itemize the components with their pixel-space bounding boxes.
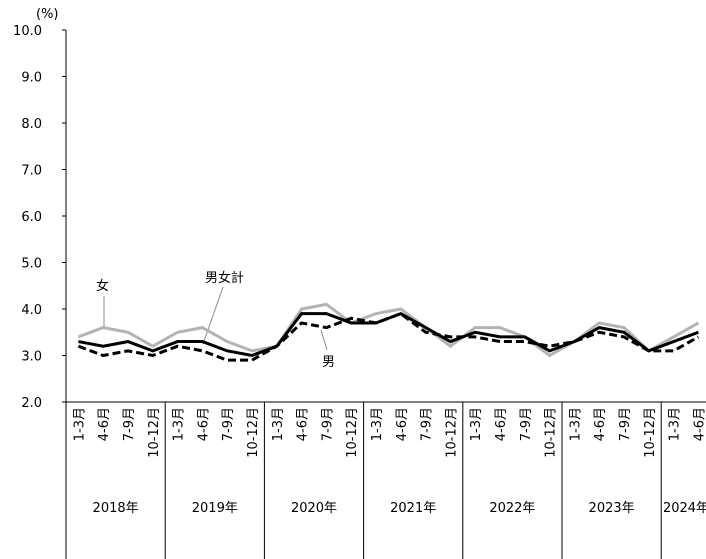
- x-tick-label: 7-9月: [618, 407, 633, 441]
- series-line: [77, 302, 700, 358]
- x-tick-label: 1-3月: [172, 407, 187, 441]
- x-tick-label: 7-9月: [519, 407, 534, 441]
- annotation: 女: [96, 278, 109, 294]
- y-tick-label: 6.0: [21, 210, 42, 225]
- x-tick-label: 1-3月: [271, 407, 286, 441]
- y-tick-label: 7.0: [21, 164, 42, 179]
- year-label: 2020年: [291, 501, 337, 516]
- x-tick-label: 4-6月: [196, 407, 211, 441]
- x-tick-label: 1-3月: [72, 407, 87, 441]
- x-tick-label: 7-9月: [122, 407, 137, 441]
- year-label: 2024年: [663, 501, 706, 516]
- year-label: 2023年: [589, 501, 635, 516]
- x-tick-label: 7-9月: [320, 407, 335, 441]
- x-tick-label: 10-12月: [643, 407, 658, 458]
- x-tick-label: 4-6月: [97, 407, 112, 441]
- annotation: 男女計: [205, 270, 244, 286]
- x-tick-label: 10-12月: [444, 407, 459, 458]
- x-tick-label: 4-6月: [692, 407, 706, 441]
- y-tick-label: 8.0: [21, 117, 42, 132]
- y-unit: (%): [36, 7, 59, 22]
- y-tick-label: 9.0: [21, 71, 42, 86]
- annotation: 男: [322, 355, 335, 370]
- year-label: 2018年: [93, 501, 139, 516]
- series-line: [78, 312, 699, 358]
- year-label: 2021年: [390, 501, 436, 516]
- x-tick-label: 10-12月: [246, 407, 261, 458]
- y-tick-label: 2.0: [21, 396, 42, 411]
- leader-line: [320, 329, 328, 351]
- y-tick-label: 10.0: [13, 24, 42, 39]
- x-tick-label: 10-12月: [345, 407, 360, 458]
- x-tick-label: 4-6月: [593, 407, 608, 441]
- x-tick-label: 10-12月: [147, 407, 162, 458]
- year-label: 2019年: [192, 501, 238, 516]
- y-tick-label: 4.0: [21, 303, 42, 318]
- x-tick-label: 1-3月: [568, 407, 583, 441]
- x-tick-label: 1-3月: [469, 407, 484, 441]
- x-tick-label: 1-3月: [668, 407, 683, 441]
- x-tick-label: 4-6月: [494, 407, 509, 441]
- year-label: 2022年: [489, 501, 535, 516]
- x-tick-label: 7-9月: [221, 407, 236, 441]
- y-tick-label: 5.0: [21, 257, 42, 272]
- x-tick-label: 1-3月: [370, 407, 385, 441]
- y-tick-label: 3.0: [21, 350, 42, 365]
- leader-line: [202, 286, 224, 345]
- x-tick-label: 4-6月: [395, 407, 410, 441]
- x-tick-label: 7-9月: [420, 407, 435, 441]
- x-tick-label: 10-12月: [544, 407, 559, 458]
- x-tick-label: 4-6月: [296, 407, 311, 441]
